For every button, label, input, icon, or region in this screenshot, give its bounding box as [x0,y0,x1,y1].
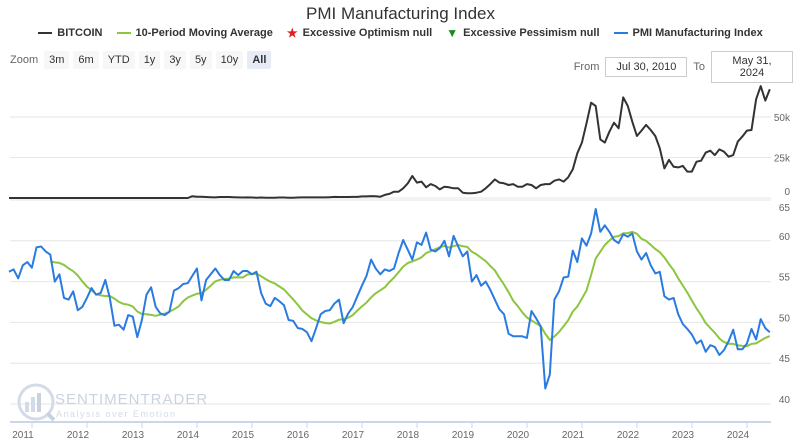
watermark-logo-handle [45,411,56,422]
watermark-name: SENTIMENTRADER [55,391,208,408]
x-tick-label: 2021 [562,430,585,441]
zoom-5y-button[interactable]: 5y [189,51,212,69]
legend-item-bitcoin[interactable]: BITCOIN [38,27,103,39]
zoom-3y-button[interactable]: 3y [164,51,186,69]
y-tick-label: 55 [779,273,791,284]
star-marker-icon: ★ [286,26,298,40]
x-tick-label: 2018 [397,430,420,441]
x-tick-label: 2022 [617,430,640,441]
x-tick-label: 2019 [452,430,475,441]
zoom-6m-button[interactable]: 6m [73,51,99,69]
legend: BITCOIN 10-Period Moving Average ★ Exces… [0,27,801,39]
x-tick-label: 2017 [342,430,365,441]
y-tick-label: 40 [779,395,791,406]
line-swatch-icon [613,32,628,34]
x-tick-label: 2015 [232,430,255,441]
y-tick-label: 45 [779,354,791,365]
x-tick-label: 2014 [177,430,200,441]
to-label: To [693,61,705,73]
x-tick-label: 2016 [287,430,310,441]
zoom-ytd-button[interactable]: YTD [102,51,135,69]
line-swatch-icon [38,32,53,34]
legend-item-pmi[interactable]: PMI Manufacturing Index [613,27,763,39]
legend-label: BITCOIN [57,27,103,39]
from-date-input[interactable]: Jul 30, 2010 [605,57,688,77]
legend-label: 10-Period Moving Average [135,27,273,39]
x-tick-label: 2012 [67,430,90,441]
x-tick-label: 2024 [727,430,750,441]
legend-label: Excessive Pessimism null [463,27,600,39]
x-tick-label: 2023 [672,430,695,441]
zoom-3m-button[interactable]: 3m [44,51,70,69]
watermark-logo-bar [37,393,41,412]
bitcoin-line [9,85,771,199]
legend-item-moving-average[interactable]: 10-Period Moving Average [116,27,273,39]
y-tick-label: 50k [774,113,791,124]
zoom-all-button[interactable]: All [247,51,272,69]
watermark-logo-icon [17,383,55,421]
pmi-line [8,208,771,390]
y-tick-label: 60 [779,232,791,243]
zoom-1y-button[interactable]: 1y [138,51,161,69]
moving-average-line [50,230,771,348]
zoom-label: Zoom [10,54,39,66]
y-tick-label: 0 [784,187,790,198]
watermark-tagline: Analysis over Emotion [56,409,177,419]
x-tick-label: 2020 [507,430,530,441]
legend-label: Excessive Optimism null [302,27,433,39]
watermark-logo-bar [25,402,29,412]
legend-label: PMI Manufacturing Index [632,27,763,39]
legend-item-excessive-optimism[interactable]: ★ Excessive Optimism null [287,27,432,39]
watermark-logo-bar [31,397,35,412]
watermark: SENTIMENTRADER Analysis over Emotion [17,383,208,422]
y-tick-label: 50 [779,313,791,324]
from-label: From [573,61,600,73]
x-tick-label: 2013 [122,430,145,441]
down-triangle-marker-icon: ▼ [446,26,459,40]
x-tick-label: 2011 [12,430,34,441]
line-swatch-icon [116,32,131,34]
y-tick-label: 25k [774,154,791,165]
date-range: From Jul 30, 2010 To May 31, 2024 [574,51,793,83]
chart-title: PMI Manufacturing Index [306,4,495,23]
to-date-input[interactable]: May 31, 2024 [711,51,793,83]
y-tick-label: 65 [779,203,791,214]
legend-item-excessive-pessimism[interactable]: ▼ Excessive Pessimism null [446,27,599,39]
zoom-10y-button[interactable]: 10y [215,51,244,69]
zoom-bar: Zoom 3m 6m YTD 1y 3y 5y 10y All [10,51,272,69]
